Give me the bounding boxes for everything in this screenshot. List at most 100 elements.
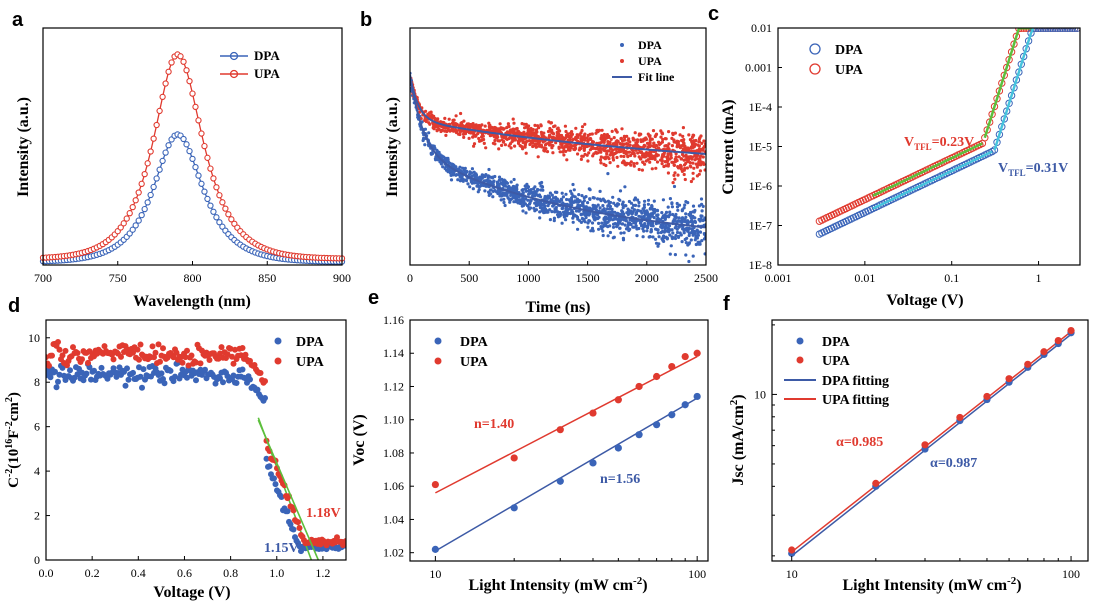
data-point-dpa xyxy=(645,229,649,233)
data-point-dpa xyxy=(618,226,622,230)
data-point-dpa xyxy=(458,175,462,179)
data-point-upa xyxy=(480,123,484,127)
data-point-upa xyxy=(195,117,202,124)
data-point-upa xyxy=(646,145,651,149)
data-point-upa xyxy=(692,166,696,170)
data-point-upa xyxy=(130,349,136,356)
data-point-upa xyxy=(232,346,238,353)
data-point-dpa xyxy=(271,475,277,482)
data-point-upa xyxy=(700,141,704,145)
data-point-upa xyxy=(343,538,346,544)
panel-c-legend: DPA UPA xyxy=(809,43,864,78)
panel-a-xlabel: Wavelength (nm) xyxy=(133,293,251,310)
data-point-upa xyxy=(698,148,702,152)
data-point-dpa xyxy=(193,377,199,384)
data-point-dpa xyxy=(521,209,525,213)
x-tick-label: 10 xyxy=(429,567,441,581)
data-point-upa xyxy=(589,409,597,417)
data-point-dpa xyxy=(483,189,487,193)
data-point-dpa xyxy=(500,194,504,198)
data-point-dpa xyxy=(239,366,246,373)
data-point-dpa xyxy=(527,206,531,210)
data-point-upa xyxy=(537,140,541,144)
data-point-dpa xyxy=(132,222,139,229)
data-point-upa xyxy=(688,164,692,168)
data-point-dpa xyxy=(621,236,626,240)
panel-e-xlabel: Light Intensity (mW cm-2) xyxy=(468,575,647,594)
data-point-dpa xyxy=(520,204,524,208)
data-point-dpa xyxy=(590,221,595,225)
data-point-dpa xyxy=(523,187,528,191)
data-point-upa xyxy=(564,144,568,148)
legend-marker-dpa xyxy=(796,337,804,345)
x-tick-label: 500 xyxy=(460,271,478,285)
panel-a-ticks: 700 750 800 850 900 xyxy=(34,261,351,285)
data-point-dpa xyxy=(532,187,536,191)
panel-c-ylabel: Current (mA) xyxy=(720,99,737,194)
data-point-dpa xyxy=(597,215,601,219)
data-point-upa xyxy=(453,128,458,132)
data-point-dpa xyxy=(472,170,476,174)
data-point-upa xyxy=(603,157,608,161)
data-point-dpa xyxy=(491,175,495,179)
data-point-dpa xyxy=(532,206,536,210)
data-point-upa xyxy=(210,175,217,182)
data-point-upa xyxy=(591,140,595,144)
data-point-dpa xyxy=(144,199,151,206)
data-point-dpa xyxy=(563,212,567,216)
data-point-dpa xyxy=(184,374,190,381)
data-point-dpa xyxy=(536,194,541,198)
data-point-upa xyxy=(646,151,651,155)
data-point-dpa xyxy=(548,218,553,222)
panel-e-marks xyxy=(431,349,701,553)
data-point-dpa xyxy=(550,199,554,203)
data-point-dpa xyxy=(639,209,643,213)
data-point-upa xyxy=(586,139,590,143)
data-point-dpa xyxy=(591,229,595,233)
data-point-dpa xyxy=(633,203,638,207)
data-point-dpa xyxy=(524,197,528,201)
x-tick-label: 900 xyxy=(333,271,351,285)
data-point-dpa xyxy=(664,210,669,214)
data-point-upa xyxy=(685,166,690,170)
data-point-upa xyxy=(521,139,525,144)
data-point-dpa xyxy=(499,198,503,202)
data-point-upa xyxy=(589,137,593,141)
data-point-upa xyxy=(550,146,554,150)
legend-label-upa: UPA xyxy=(254,66,280,81)
data-point-upa xyxy=(653,372,661,381)
data-point-upa xyxy=(698,169,703,173)
data-point-upa xyxy=(543,149,547,153)
data-point-upa xyxy=(662,154,666,158)
data-point-dpa xyxy=(510,504,518,512)
panel-d-marks xyxy=(46,339,346,560)
data-point-dpa xyxy=(534,208,539,212)
data-point-upa xyxy=(695,165,699,169)
data-point-dpa xyxy=(192,164,199,171)
data-point-dpa xyxy=(590,226,595,230)
x-tick-label: 0.2 xyxy=(85,566,100,580)
data-point-upa xyxy=(683,166,687,171)
data-point-upa xyxy=(633,131,637,135)
data-point-upa xyxy=(675,139,679,143)
data-point-dpa xyxy=(601,229,605,233)
data-point-dpa xyxy=(91,367,97,374)
data-point-dpa xyxy=(655,218,659,222)
data-point-dpa xyxy=(564,218,568,222)
panel-c-ticks: 0.001 0.01 0.1 1 0.01 0.001 1E-4 1E-5 1E-6 1E-7 1E… xyxy=(745,21,1042,285)
data-point-dpa xyxy=(601,208,605,212)
x-tick-label: 1 xyxy=(1036,271,1042,285)
data-point-dpa xyxy=(635,227,639,231)
data-point-dpa xyxy=(538,201,542,205)
data-point-upa xyxy=(608,153,612,157)
data-point-dpa xyxy=(684,212,688,216)
data-point-upa xyxy=(70,344,76,351)
data-point-dpa xyxy=(608,207,612,211)
data-point-dpa xyxy=(474,180,478,184)
data-point-upa xyxy=(580,128,584,133)
data-point-upa xyxy=(562,149,566,153)
data-point-upa xyxy=(689,145,694,149)
data-point-upa xyxy=(699,134,703,138)
data-point-dpa xyxy=(676,208,680,212)
data-point-upa xyxy=(660,131,664,135)
